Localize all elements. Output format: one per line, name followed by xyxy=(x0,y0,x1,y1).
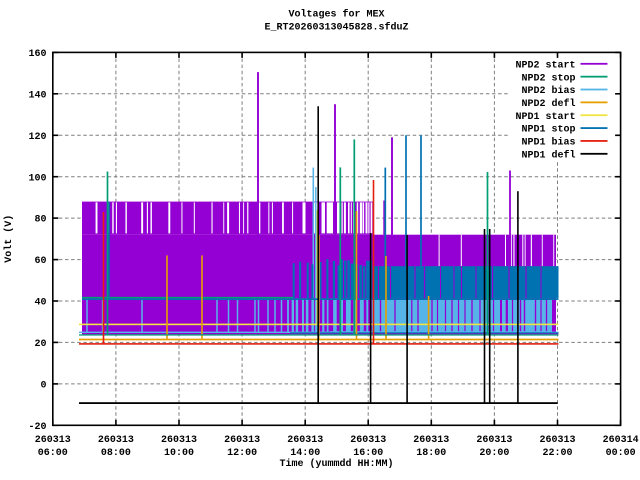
svg-text:NPD2 defl: NPD2 defl xyxy=(521,98,575,110)
svg-text:Volt (V): Volt (V) xyxy=(3,215,15,263)
svg-text:260313: 260313 xyxy=(476,435,512,446)
svg-text:E_RT20260313045828.sfduZ: E_RT20260313045828.sfduZ xyxy=(264,22,408,34)
svg-text:NPD1 defl: NPD1 defl xyxy=(521,149,575,161)
svg-text:NPD2 bias: NPD2 bias xyxy=(521,85,575,97)
svg-text:260313: 260313 xyxy=(539,435,575,446)
svg-text:NPD1 stop: NPD1 stop xyxy=(521,125,575,136)
svg-text:140: 140 xyxy=(28,90,46,101)
svg-text:NPD2 start: NPD2 start xyxy=(515,60,575,71)
svg-text:80: 80 xyxy=(34,215,46,226)
svg-text:12:00: 12:00 xyxy=(227,448,257,459)
svg-text:100: 100 xyxy=(28,173,46,184)
svg-text:20:00: 20:00 xyxy=(479,448,509,459)
svg-text:260313: 260313 xyxy=(98,435,134,446)
svg-text:260313: 260313 xyxy=(35,435,71,446)
svg-text:260313: 260313 xyxy=(350,435,386,446)
svg-text:260313: 260313 xyxy=(287,435,323,446)
svg-text:-20: -20 xyxy=(28,422,46,433)
svg-text:NPD1 start: NPD1 start xyxy=(515,112,575,123)
svg-text:NPD1 bias: NPD1 bias xyxy=(521,137,575,149)
svg-text:22:00: 22:00 xyxy=(542,448,572,459)
svg-text:260313: 260313 xyxy=(161,435,197,446)
svg-text:10:00: 10:00 xyxy=(164,448,194,459)
svg-text:160: 160 xyxy=(28,49,46,60)
svg-text:0: 0 xyxy=(40,381,46,392)
svg-text:40: 40 xyxy=(34,298,46,309)
svg-text:18:00: 18:00 xyxy=(416,448,446,459)
svg-text:260313: 260313 xyxy=(224,435,260,446)
svg-text:Time (yummdd HH:MM): Time (yummdd HH:MM) xyxy=(279,458,393,470)
svg-text:20: 20 xyxy=(34,339,46,350)
svg-text:00:00: 00:00 xyxy=(606,448,636,459)
svg-text:120: 120 xyxy=(28,132,46,143)
svg-text:60: 60 xyxy=(34,256,46,267)
svg-text:260314: 260314 xyxy=(603,435,639,446)
svg-text:NPD2 stop: NPD2 stop xyxy=(521,73,575,84)
svg-text:16:00: 16:00 xyxy=(353,448,383,459)
svg-text:Voltages for MEX: Voltages for MEX xyxy=(288,9,384,21)
svg-text:08:00: 08:00 xyxy=(101,448,131,459)
svg-text:06:00: 06:00 xyxy=(38,448,68,459)
svg-text:14:00: 14:00 xyxy=(290,448,320,459)
svg-text:260313: 260313 xyxy=(413,435,449,446)
